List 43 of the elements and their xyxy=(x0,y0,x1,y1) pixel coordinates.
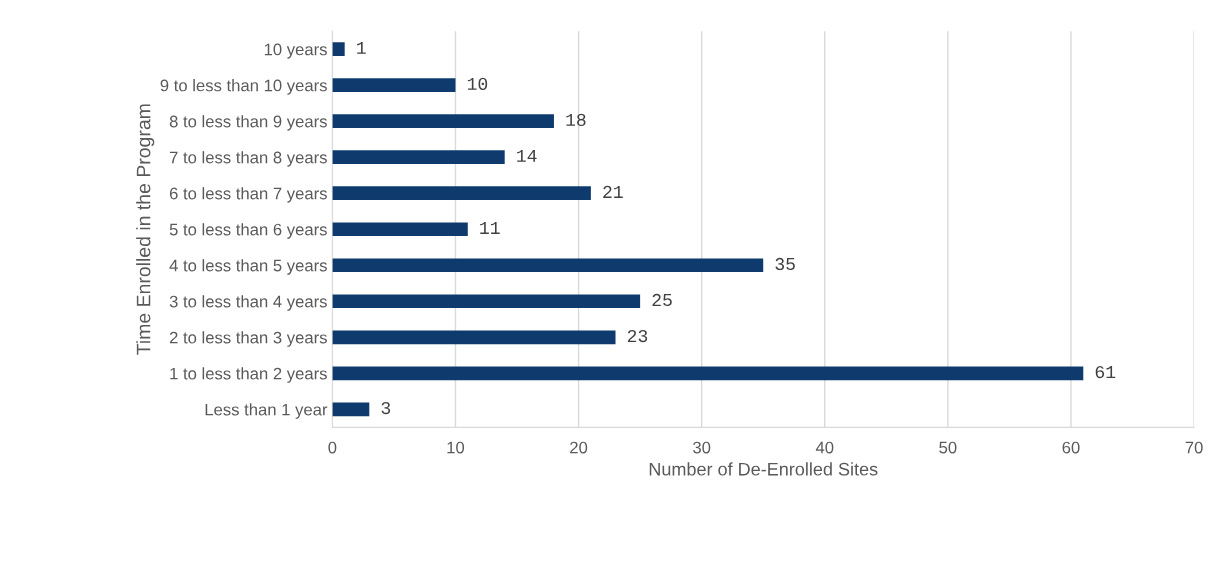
x-tick-label: 50 xyxy=(939,441,957,454)
bar xyxy=(332,330,616,345)
x-tick-label: 0 xyxy=(328,441,337,454)
x-tick-label: 60 xyxy=(1062,441,1080,454)
bar xyxy=(332,366,1084,381)
bar xyxy=(332,186,591,201)
y-tick-label: 2 to less than 3 years xyxy=(169,331,327,347)
y-tick-label: 6 to less than 7 years xyxy=(169,187,327,203)
y-tick-label: 8 to less than 9 years xyxy=(169,115,327,131)
data-label: 23 xyxy=(627,329,648,343)
data-label: 21 xyxy=(603,185,623,198)
data-label: 3 xyxy=(381,401,391,415)
y-tick-label: Less than 1 year xyxy=(205,403,328,419)
bar xyxy=(332,114,554,129)
bar xyxy=(332,294,641,309)
data-label: 11 xyxy=(480,222,500,234)
bar xyxy=(332,78,456,92)
y-axis-title: Time Enrolled in the Program xyxy=(136,104,155,355)
y-tick-label: 3 to less than 4 years xyxy=(169,295,327,311)
y-tick-label: 5 to less than 6 years xyxy=(169,223,327,239)
bar xyxy=(332,258,764,273)
x-tick-label: 20 xyxy=(570,441,588,454)
y-tick-label: 4 to less than 5 years xyxy=(169,259,327,275)
data-label: 10 xyxy=(467,77,488,90)
data-label: 25 xyxy=(652,293,672,307)
data-label: 14 xyxy=(517,149,537,162)
y-tick-label: 9 to less than 10 years xyxy=(160,79,327,95)
x-tick-label: 70 xyxy=(1185,441,1203,454)
y-tick-label: 7 to less than 8 years xyxy=(169,151,327,167)
x-tick-label: 40 xyxy=(815,441,834,454)
x-tick-label: 10 xyxy=(447,441,465,454)
x-axis-title: Number of De-Enrolled Sites xyxy=(649,462,878,476)
bar xyxy=(332,150,505,165)
bar xyxy=(332,402,370,417)
data-label: 35 xyxy=(775,257,795,271)
data-label: 61 xyxy=(1095,365,1116,379)
y-tick-label: 1 to less than 2 years xyxy=(170,367,327,383)
bar xyxy=(332,222,468,237)
y-tick-label: 10 years xyxy=(264,43,327,59)
x-tick-label: 30 xyxy=(693,441,711,454)
data-label: 1 xyxy=(357,41,366,54)
data-label: 18 xyxy=(566,113,586,127)
bar xyxy=(332,42,345,56)
